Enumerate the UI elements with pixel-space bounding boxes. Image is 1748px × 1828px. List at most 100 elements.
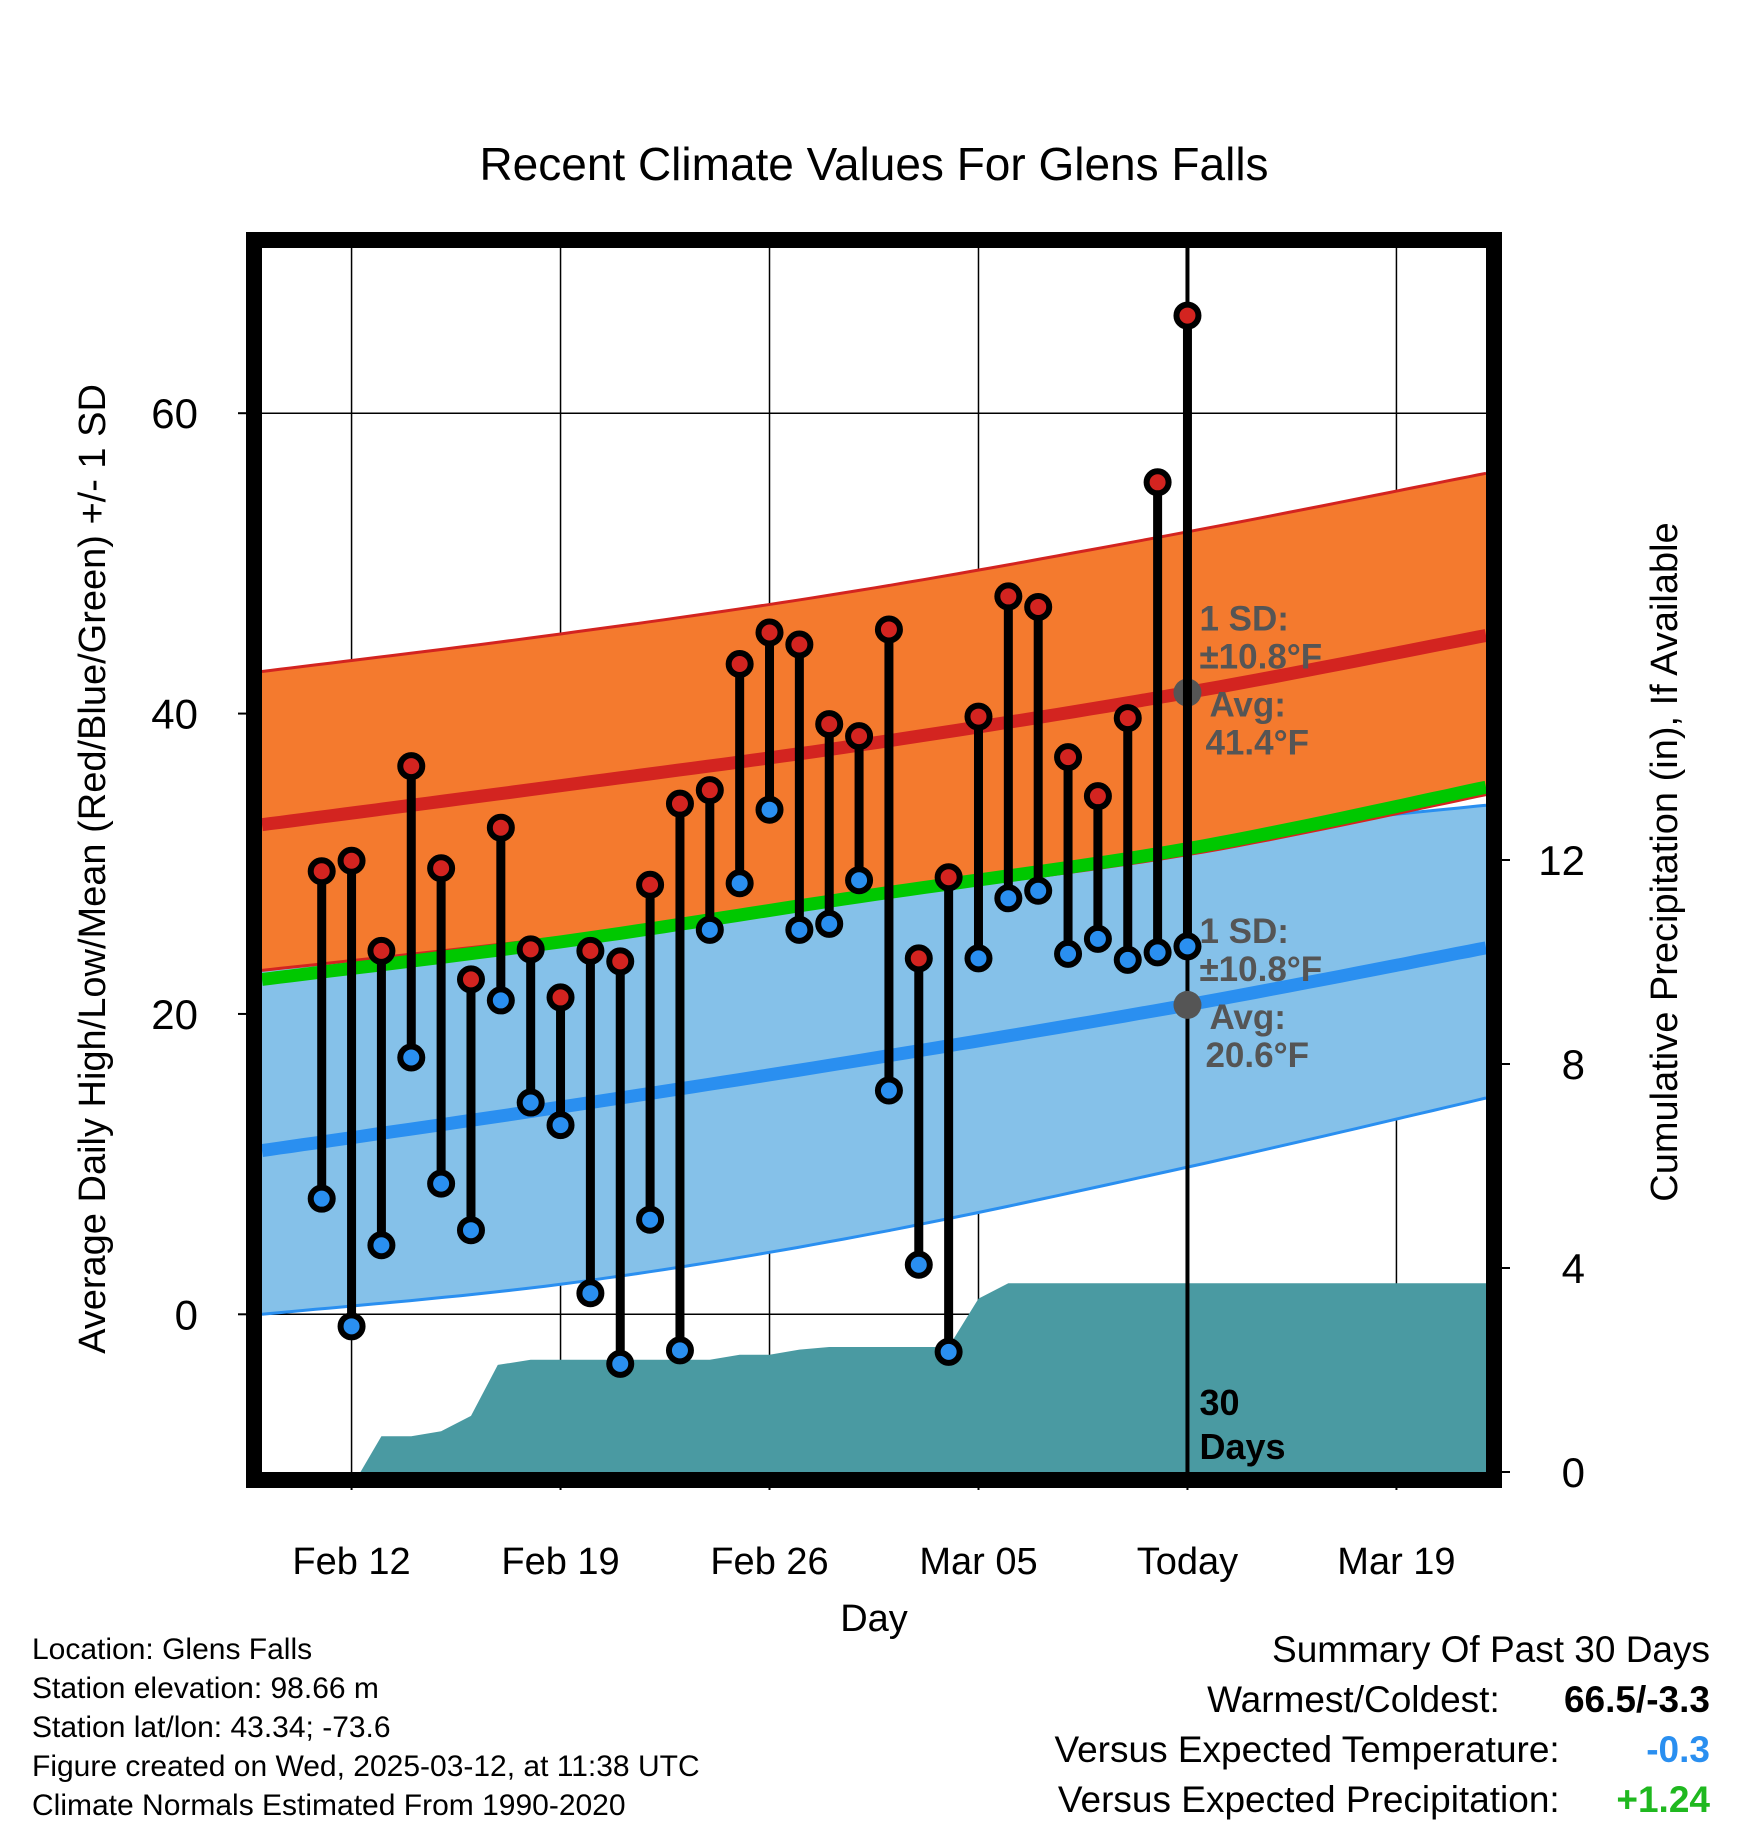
observed-low-point [1083,924,1112,953]
observed-high-point [1054,743,1083,772]
observed-high-point [307,857,336,886]
observed-high-point [606,947,635,976]
high-upper-line [261,471,1487,673]
observed-low-point [337,1312,366,1341]
observed-low-point [1143,938,1172,967]
warmest-label: Warmest/Coldest: [1207,1679,1500,1720]
x-tick-label: Feb 19 [501,1541,619,1583]
chart-title: Recent Climate Values For Glens Falls [479,138,1268,190]
observed-high-point [934,863,963,892]
observed-low-point [427,1169,456,1198]
y2-tick-label: 4 [1562,1245,1585,1292]
sd-annotation: 1 SD:±10.8°F Avg:41.4°F [1173,600,1322,763]
observed-low-point [486,986,515,1015]
observed-low-point [845,866,874,895]
observed-low-point [934,1337,963,1366]
observed-low-point [904,1250,933,1279]
sd-annotation-text: 1 SD: [1199,600,1288,639]
y-tick-label: 0 [175,1291,198,1338]
observed-low-point [665,1336,694,1365]
sd-annotation-text: 20.6°F [1205,1036,1309,1075]
observed-low-point [1113,945,1142,974]
observed-low-point [307,1184,336,1213]
summary-precip-row: Versus Expected Precipitation: +1.24 [1054,1775,1710,1825]
observed-high-point [636,870,665,899]
observed-high-point [1173,301,1202,330]
observed-low-point [397,1043,426,1072]
observed-high-point [785,630,814,659]
observed-low-point [456,1216,485,1245]
y-tick-label: 40 [151,691,198,738]
sd-annotation-text: ±10.8°F [1199,950,1322,989]
observed-high-point [1083,782,1112,811]
observed-high-point [845,722,874,751]
temp-value: -0.3 [1646,1729,1710,1770]
x-tick-label: Feb 26 [710,1541,828,1583]
observed-high-point [1143,468,1172,497]
sd-annotation-text: Avg: [1209,686,1285,725]
observed-high-point [546,983,575,1012]
observed-high-point [1024,592,1053,621]
observed-low-point [576,1279,605,1308]
sd-annotation-text: 1 SD: [1199,912,1288,951]
created-text: Figure created on Wed, 2025-03-12, at 11… [32,1750,700,1783]
observed-low-point [636,1205,665,1234]
observed-low-point [1024,876,1053,905]
observed-high-point [456,965,485,994]
precip-value: +1.24 [1616,1779,1710,1820]
temp-label: Versus Expected Temperature: [1054,1729,1560,1770]
summary-title: Summary Of Past 30 Days [1272,1629,1710,1670]
summary-warmest-row: Warmest/Coldest: 66.5/-3.3 [1054,1675,1710,1725]
sd-annotation: 1 SD:±10.8°F Avg:20.6°F [1173,912,1322,1075]
normals-text: Climate Normals Estimated From 1990-2020 [32,1789,626,1822]
observed-high-point [576,936,605,965]
average-marker-dot [1173,990,1202,1019]
y-axis-label: Average Daily High/Low/Mean (Red/Blue/Gr… [72,384,114,1354]
observed-low-point [994,884,1023,913]
observed-low-point [785,915,814,944]
x-axis-label: Day [840,1598,908,1640]
observed-high-point [367,936,396,965]
today-days-label: 30 Days [1199,1382,1285,1467]
observed-low-point [815,909,844,938]
observed-low-point [546,1111,575,1140]
observed-low-point [755,795,784,824]
observed-high-point [725,650,754,679]
observed-low-point [964,944,993,973]
observed-high-point [427,854,456,883]
x-tick-label: Feb 12 [292,1541,410,1583]
observed-low-point [695,915,724,944]
observed-low-point [1173,932,1202,961]
x-tick-label: Mar 05 [919,1541,1037,1583]
observed-low-point [725,869,754,898]
y-tick-label: 20 [151,991,198,1038]
y2-tick-label: 12 [1538,837,1585,884]
observed-low-point [606,1349,635,1378]
observed-high-point [755,618,784,647]
sd-annotation-text: Avg: [1209,998,1285,1037]
observed-high-point [397,752,426,781]
low-lower-line [261,1096,1487,1316]
observed-high-point [994,582,1023,611]
observed-low-point [874,1076,903,1105]
sd-annotation-text: ±10.8°F [1199,638,1322,677]
observed-high-point [874,615,903,644]
y2-axis-label: Cumulative Precipitation (in), If Availa… [1644,522,1686,1201]
observed-high-point [337,846,366,875]
observed-low-point [367,1231,396,1260]
observed-high-point [516,935,545,964]
precipitation-area [262,1283,1486,1472]
observed-high-point [904,944,933,973]
warmest-value: 66.5/-3.3 [1563,1679,1710,1720]
precip-label: Versus Expected Precipitation: [1057,1779,1560,1820]
observed-high-point [815,710,844,739]
observed-low-point [516,1088,545,1117]
summary-panel: Summary Of Past 30 Days Warmest/Coldest:… [1054,1625,1710,1825]
y-tick-label: 60 [151,390,198,437]
y2-tick-label: 0 [1562,1449,1585,1496]
x-tick-label: Mar 19 [1337,1541,1455,1583]
observed-high-point [665,789,694,818]
low-average-line [261,941,1488,1158]
observed-high-point [695,776,724,805]
